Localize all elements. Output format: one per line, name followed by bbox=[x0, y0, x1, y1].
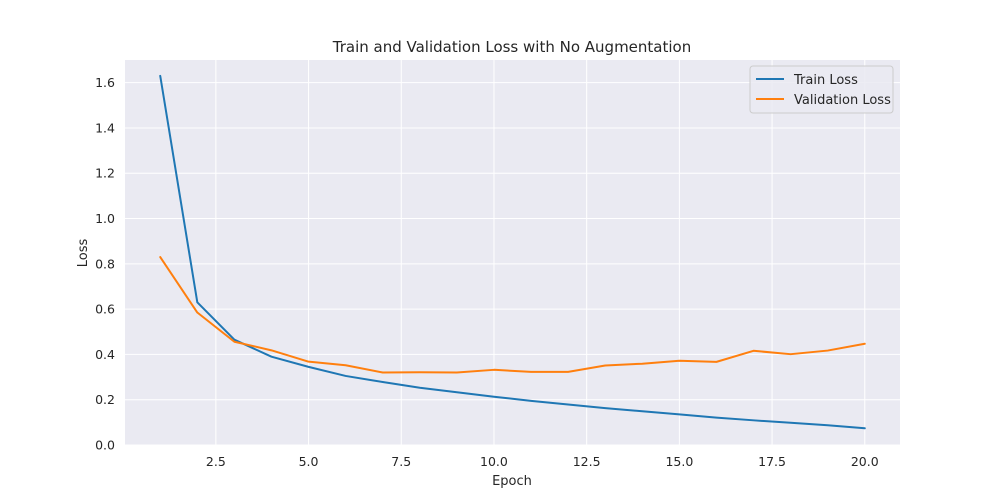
x-tick-label: 12.5 bbox=[573, 454, 601, 469]
legend-box bbox=[749, 65, 894, 114]
x-tick-label: 5.0 bbox=[299, 454, 319, 469]
x-tick-label: 20.0 bbox=[851, 454, 879, 469]
y-tick-label: 1.4 bbox=[95, 120, 115, 135]
legend-label-validation-loss: Validation Loss bbox=[794, 93, 891, 108]
grid bbox=[125, 60, 900, 446]
series-line-train-loss bbox=[159, 74, 866, 430]
legend: Train Loss Validation Loss bbox=[749, 65, 894, 114]
y-tick-label: 0.2 bbox=[95, 392, 115, 407]
y-tick-label: 1.6 bbox=[95, 75, 115, 90]
y-tick-label: 1.2 bbox=[95, 166, 115, 181]
y-tick-label: 0.8 bbox=[95, 256, 115, 271]
x-tick-label: 7.5 bbox=[391, 454, 411, 469]
y-tick-label: 0.0 bbox=[95, 438, 115, 453]
x-tick-label: 15.0 bbox=[665, 454, 693, 469]
series-line-validation-loss bbox=[159, 256, 866, 374]
plot-area bbox=[125, 60, 900, 445]
y-tick-label: 0.6 bbox=[95, 302, 115, 317]
y-axis-label: Loss bbox=[76, 239, 91, 268]
y-tick-label: 0.4 bbox=[95, 347, 115, 362]
x-tick-label: 17.5 bbox=[758, 454, 786, 469]
chart-title: Train and Validation Loss with No Augmen… bbox=[332, 38, 691, 56]
x-tick-labels: 2.5 5.0 7.5 10.0 12.5 15.0 17.5 20.0 bbox=[206, 454, 879, 469]
legend-label-train-loss: Train Loss bbox=[793, 73, 858, 88]
x-tick-label: 2.5 bbox=[206, 454, 226, 469]
series-lines bbox=[159, 74, 866, 430]
y-tick-label: 1.0 bbox=[95, 211, 115, 226]
x-axis-label: Epoch bbox=[492, 474, 532, 489]
y-tick-labels: 0.0 0.2 0.4 0.6 0.8 1.0 1.2 1.4 1.6 bbox=[95, 75, 115, 452]
x-tick-label: 10.0 bbox=[480, 454, 508, 469]
